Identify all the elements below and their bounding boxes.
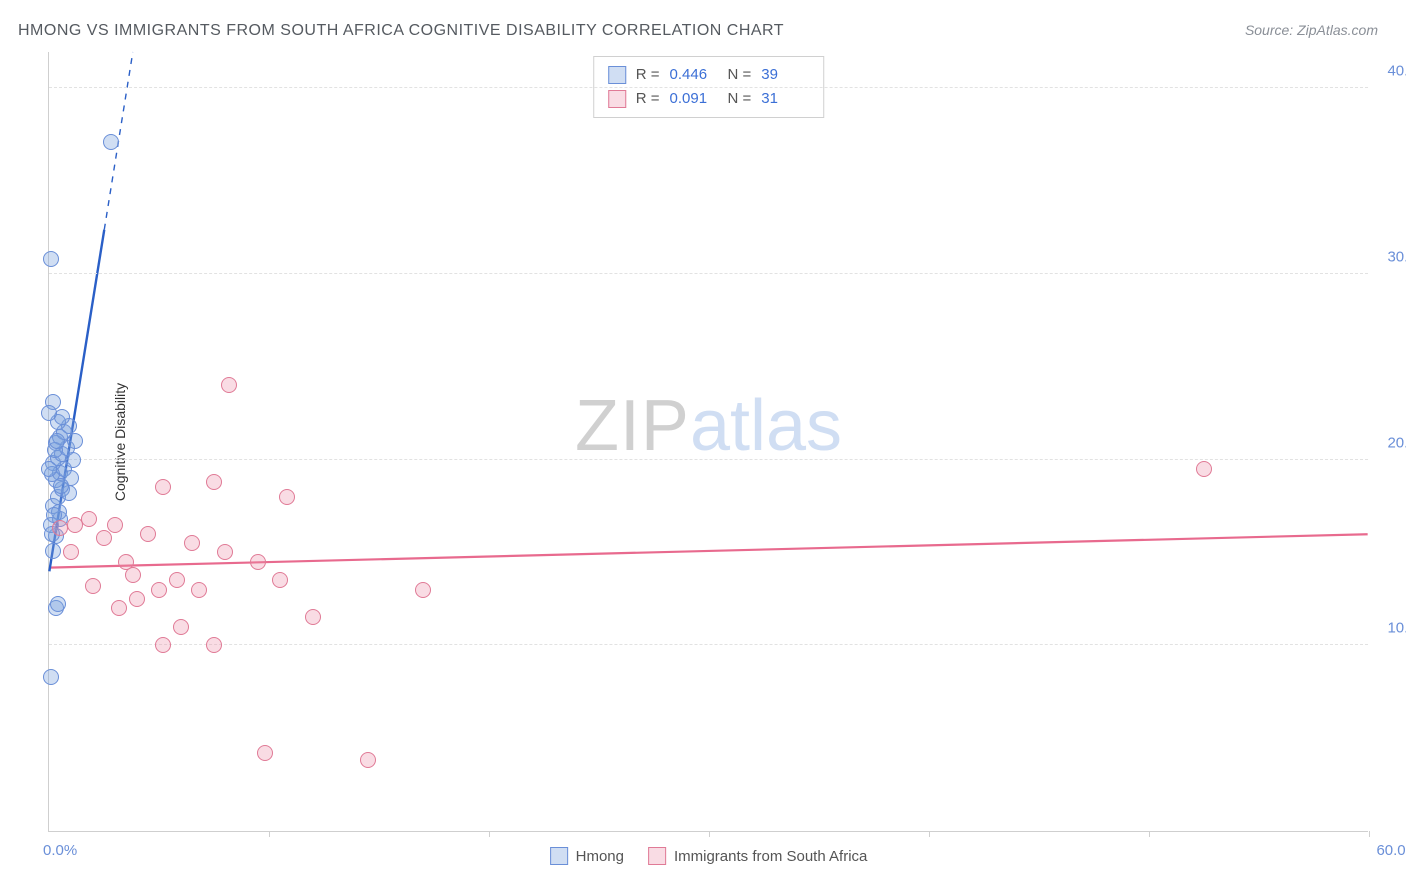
y-tick-label: 10.0% (1374, 620, 1406, 637)
stats-r-value: 0.446 (670, 63, 718, 87)
x-tick (1369, 831, 1370, 837)
series2-point (118, 554, 134, 570)
stats-n-label: N = (728, 63, 752, 87)
series2-point (52, 520, 68, 536)
stats-n-value: 31 (761, 87, 809, 111)
series1-point (45, 543, 61, 559)
x-tick (489, 831, 490, 837)
series2-point (81, 511, 97, 527)
stats-r-value: 0.091 (670, 87, 718, 111)
series2-point (206, 474, 222, 490)
series2-point (107, 517, 123, 533)
series2-point (169, 572, 185, 588)
y-tick-label: 20.0% (1374, 434, 1406, 451)
legend-item: Immigrants from South Africa (648, 847, 867, 865)
series1-point (41, 461, 57, 477)
series1-point (43, 251, 59, 267)
series2-point (140, 526, 156, 542)
series2-point (272, 572, 288, 588)
gridline-h (49, 87, 1368, 88)
chart-title: HMONG VS IMMIGRANTS FROM SOUTH AFRICA CO… (18, 22, 784, 40)
series2-trendline (49, 534, 1367, 567)
series2-point (191, 582, 207, 598)
series1-point (53, 478, 69, 494)
series2-point (305, 609, 321, 625)
x-tick (929, 831, 930, 837)
stats-r-label: R = (636, 87, 660, 111)
watermark: ZIPatlas (575, 385, 842, 467)
gridline-h (49, 273, 1368, 274)
stats-n-value: 39 (761, 63, 809, 87)
series1-point (67, 433, 83, 449)
y-tick-label: 30.0% (1374, 248, 1406, 265)
stats-swatch (608, 66, 626, 84)
series2-point (206, 637, 222, 653)
series2-point (155, 479, 171, 495)
series2-point (184, 535, 200, 551)
trend-lines-svg (49, 52, 1368, 831)
x-tick (1149, 831, 1150, 837)
series2-point (250, 554, 266, 570)
series1-point (41, 405, 57, 421)
series1-point (65, 452, 81, 468)
series2-point (173, 619, 189, 635)
series2-point (257, 745, 273, 761)
x-tick-label: 60.0% (1376, 842, 1406, 859)
series2-point (151, 582, 167, 598)
series1-point (43, 669, 59, 685)
series2-point (111, 600, 127, 616)
gridline-h (49, 459, 1368, 460)
series1-point (49, 433, 65, 449)
legend-label: Immigrants from South Africa (674, 848, 867, 865)
series2-point (217, 544, 233, 560)
x-tick-label: 0.0% (43, 842, 77, 859)
series1-point (103, 134, 119, 150)
plot-area: Cognitive Disability ZIPatlas R = 0.446 N … (48, 52, 1368, 832)
watermark-zip: ZIP (575, 386, 690, 466)
legend-item: Hmong (550, 847, 624, 865)
series2-point (360, 752, 376, 768)
x-tick (709, 831, 710, 837)
stats-n-label: N = (728, 87, 752, 111)
y-axis-label: Cognitive Disability (112, 382, 128, 500)
x-tick (269, 831, 270, 837)
stats-swatch (608, 90, 626, 108)
series2-point (85, 578, 101, 594)
series2-point (415, 582, 431, 598)
series2-point (221, 377, 237, 393)
series2-point (1196, 461, 1212, 477)
gridline-h (49, 644, 1368, 645)
legend: Hmong Immigrants from South Africa (550, 847, 868, 865)
series2-point (155, 637, 171, 653)
stats-row: R = 0.091 N = 31 (608, 87, 810, 111)
legend-label: Hmong (576, 848, 624, 865)
watermark-atlas: atlas (690, 386, 842, 466)
series2-point (96, 530, 112, 546)
legend-swatch (648, 847, 666, 865)
stats-row: R = 0.446 N = 39 (608, 63, 810, 87)
legend-swatch (550, 847, 568, 865)
series1-point (50, 596, 66, 612)
series2-point (279, 489, 295, 505)
y-tick-label: 40.0% (1374, 63, 1406, 80)
source-attribution: Source: ZipAtlas.com (1245, 22, 1378, 38)
stats-r-label: R = (636, 63, 660, 87)
series2-point (129, 591, 145, 607)
series2-point (63, 544, 79, 560)
